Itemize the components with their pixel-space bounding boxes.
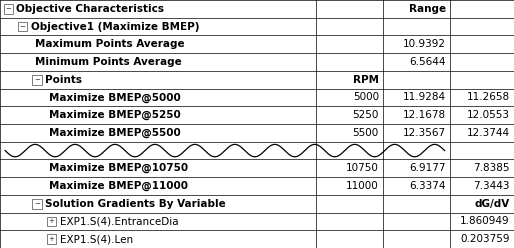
Text: 6.9177: 6.9177	[409, 163, 446, 173]
Bar	[32, 199, 42, 209]
Text: 7.8385: 7.8385	[473, 163, 510, 173]
Text: 6.5644: 6.5644	[409, 57, 446, 67]
Text: 11.9284: 11.9284	[402, 93, 446, 102]
Text: +: +	[48, 236, 54, 242]
Text: Maximum Points Average: Maximum Points Average	[35, 39, 185, 49]
Text: EXP1.S(4).EntranceDia: EXP1.S(4).EntranceDia	[60, 217, 178, 226]
Text: 5250: 5250	[353, 110, 379, 120]
Text: Minimum Points Average: Minimum Points Average	[35, 57, 182, 67]
Bar	[18, 22, 27, 31]
Text: Solution Gradients By Variable: Solution Gradients By Variable	[45, 199, 226, 209]
Bar	[4, 4, 13, 14]
Text: RPM: RPM	[353, 75, 379, 85]
Bar	[47, 234, 56, 244]
Text: 5500: 5500	[353, 128, 379, 138]
Text: Objective Characteristics: Objective Characteristics	[16, 4, 164, 14]
Text: Points: Points	[45, 75, 82, 85]
Text: Maximize BMEP@5250: Maximize BMEP@5250	[49, 110, 181, 120]
Text: dG/dV: dG/dV	[474, 199, 510, 209]
Text: Maximize BMEP@11000: Maximize BMEP@11000	[49, 181, 188, 191]
Text: 7.3443: 7.3443	[473, 181, 510, 191]
Text: 1.860949: 1.860949	[460, 217, 510, 226]
Text: +: +	[48, 218, 54, 224]
Text: Maximize BMEP@10750: Maximize BMEP@10750	[49, 163, 189, 173]
Bar	[47, 217, 56, 226]
Text: 12.3567: 12.3567	[402, 128, 446, 138]
Text: 12.3744: 12.3744	[467, 128, 510, 138]
Text: 0.203759: 0.203759	[461, 234, 510, 244]
Bar	[32, 75, 42, 85]
Text: Maximize BMEP@5000: Maximize BMEP@5000	[49, 92, 181, 103]
Text: Range: Range	[409, 4, 446, 14]
Text: 10750: 10750	[346, 163, 379, 173]
Text: Maximize BMEP@5500: Maximize BMEP@5500	[49, 128, 181, 138]
Text: EXP1.S(4).Len: EXP1.S(4).Len	[60, 234, 133, 244]
Text: 11.2658: 11.2658	[467, 93, 510, 102]
Text: 12.0553: 12.0553	[467, 110, 510, 120]
Text: −: −	[34, 77, 40, 83]
Text: 12.1678: 12.1678	[402, 110, 446, 120]
Text: Objective1 (Maximize BMEP): Objective1 (Maximize BMEP)	[31, 22, 199, 31]
Text: −: −	[34, 201, 40, 207]
Text: 10.9392: 10.9392	[402, 39, 446, 49]
Text: −: −	[20, 24, 26, 30]
Text: 5000: 5000	[353, 93, 379, 102]
Text: 6.3374: 6.3374	[409, 181, 446, 191]
Text: −: −	[5, 6, 11, 12]
Text: 11000: 11000	[346, 181, 379, 191]
